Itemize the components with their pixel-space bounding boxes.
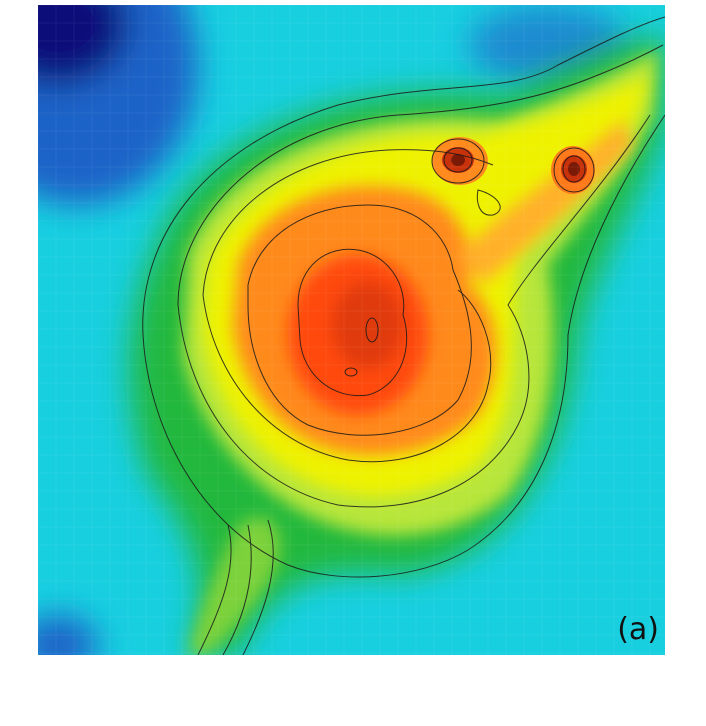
intensity-map xyxy=(38,5,665,655)
contour-lines xyxy=(142,16,665,655)
panel-label: (a) xyxy=(617,612,659,647)
heatmap-panel: (a) xyxy=(38,5,665,655)
